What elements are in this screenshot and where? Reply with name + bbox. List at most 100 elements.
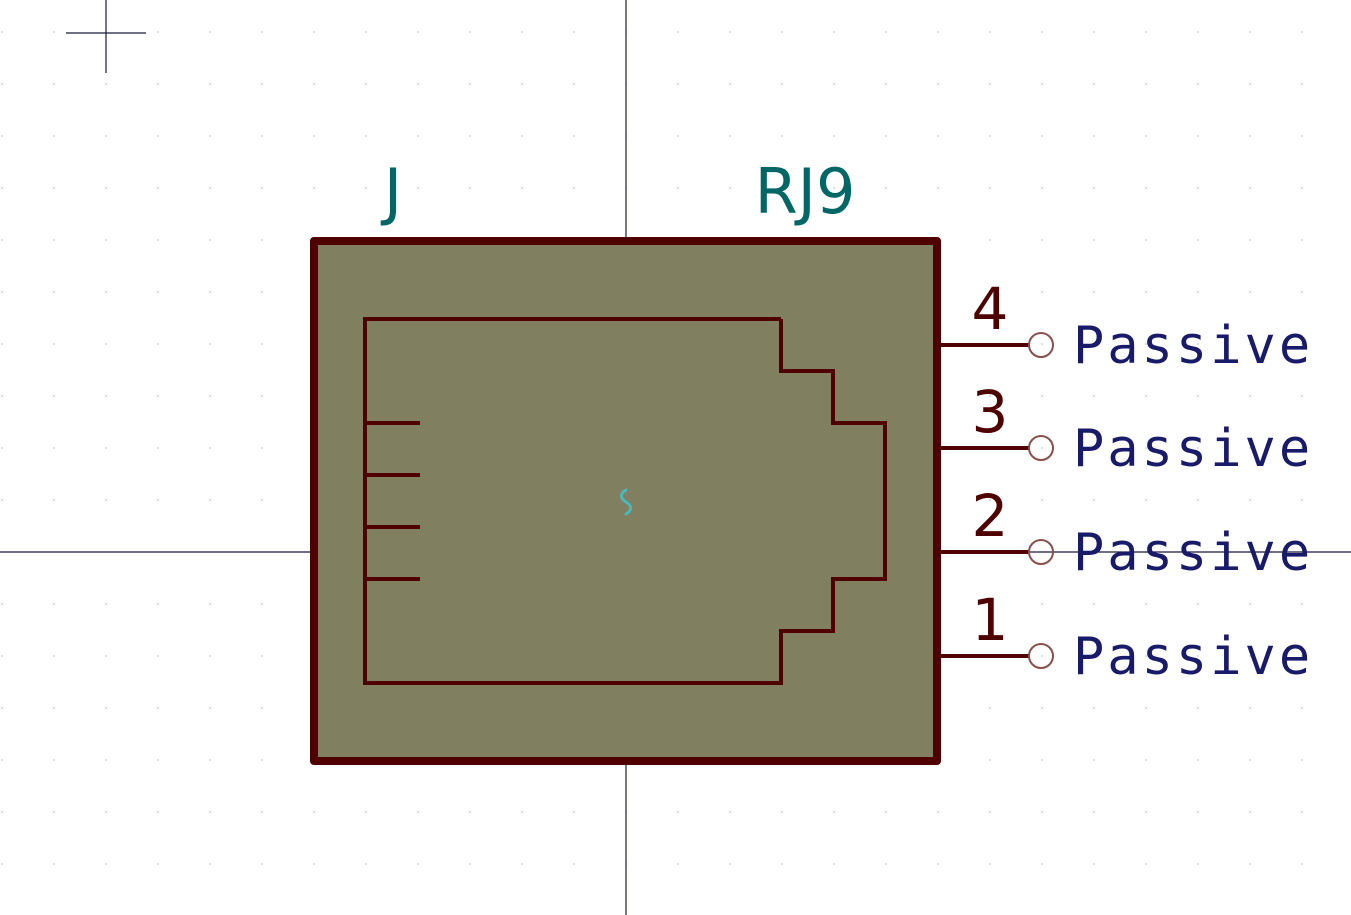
grid-dot — [1041, 603, 1043, 605]
grid-dot — [1197, 187, 1199, 189]
grid-dot — [1, 863, 3, 865]
grid-dot — [209, 603, 211, 605]
grid-dot — [1041, 863, 1043, 865]
grid-dot — [1145, 759, 1147, 761]
grid-dot — [1093, 135, 1095, 137]
pin[interactable]: 1 Passive — [937, 586, 1313, 687]
grid-dot — [105, 655, 107, 657]
grid-dot — [53, 707, 55, 709]
grid-dot — [729, 187, 731, 189]
grid-dot — [1041, 291, 1043, 293]
grid-dot — [937, 863, 939, 865]
pin-end-circle[interactable] — [1028, 643, 1054, 669]
grid-dot — [53, 135, 55, 137]
grid-dot — [677, 135, 679, 137]
grid-dot — [157, 343, 159, 345]
grid-dot — [1, 291, 3, 293]
grid-dot — [365, 811, 367, 813]
grid-dot — [1301, 31, 1303, 33]
grid-dot — [1249, 395, 1251, 397]
pin[interactable]: 2 Passive — [937, 482, 1313, 583]
grid-dot — [729, 135, 731, 137]
grid-dot — [209, 811, 211, 813]
grid-dot — [53, 759, 55, 761]
grid-dot — [729, 31, 731, 33]
anchor-marker-icon — [620, 488, 632, 516]
pin-end-circle[interactable] — [1028, 435, 1054, 461]
grid-dot — [261, 655, 263, 657]
grid-dot — [1145, 83, 1147, 85]
grid-dot — [989, 239, 991, 241]
grid-dot — [1301, 395, 1303, 397]
grid-dot — [1197, 83, 1199, 85]
grid-dot — [157, 811, 159, 813]
grid-dot — [157, 759, 159, 761]
pin[interactable]: 3 Passive — [937, 378, 1313, 479]
pin-end-circle[interactable] — [1028, 539, 1054, 565]
grid-dot — [417, 135, 419, 137]
grid-dot — [1301, 343, 1303, 345]
grid-dot — [53, 187, 55, 189]
reference-field[interactable]: J — [380, 155, 402, 228]
grid-dot — [157, 31, 159, 33]
grid-dot — [209, 31, 211, 33]
grid-dot — [1, 759, 3, 761]
grid-dot — [209, 343, 211, 345]
grid-dot — [1, 343, 3, 345]
grid-dot — [1249, 759, 1251, 761]
grid-dot — [1145, 811, 1147, 813]
grid-dot — [313, 863, 315, 865]
pin[interactable]: 4 Passive — [937, 275, 1313, 376]
grid-dot — [1041, 31, 1043, 33]
grid-dot — [1041, 135, 1043, 137]
cursor-crosshair — [66, 0, 146, 73]
grid-dot — [261, 187, 263, 189]
grid-dot — [1145, 447, 1147, 449]
grid-dot — [1249, 603, 1251, 605]
grid-dot — [1197, 863, 1199, 865]
pin-number: 1 — [972, 586, 1009, 654]
grid-dot — [1145, 239, 1147, 241]
grid-dot — [261, 135, 263, 137]
pin-end-circle[interactable] — [1028, 332, 1054, 358]
grid-dot — [157, 83, 159, 85]
grid-dot — [885, 31, 887, 33]
grid-dot — [261, 603, 263, 605]
grid-dot — [885, 187, 887, 189]
grid-dot — [1041, 447, 1043, 449]
grid-dot — [261, 811, 263, 813]
grid-dot — [729, 811, 731, 813]
grid-dot — [989, 811, 991, 813]
grid-dot — [1, 499, 3, 501]
grid-dot — [1301, 499, 1303, 501]
grid-dot — [1145, 135, 1147, 137]
grid-dot — [1, 135, 3, 137]
grid-dot — [469, 863, 471, 865]
grid-dot — [729, 83, 731, 85]
symbol-body[interactable] — [310, 237, 941, 765]
grid-dot — [1301, 759, 1303, 761]
grid-dot — [1145, 343, 1147, 345]
grid-dot — [1, 187, 3, 189]
grid-dot — [1093, 811, 1095, 813]
grid-dot — [1, 811, 3, 813]
grid-dot — [1249, 499, 1251, 501]
pin-number: 3 — [972, 378, 1009, 446]
grid-dot — [1197, 707, 1199, 709]
grid-dot — [729, 863, 731, 865]
grid-dot — [521, 811, 523, 813]
value-field[interactable]: RJ9 — [755, 155, 856, 228]
grid-dot — [417, 863, 419, 865]
grid-dot — [261, 395, 263, 397]
grid-dot — [1301, 655, 1303, 657]
grid-dot — [1, 447, 3, 449]
grid-dot — [833, 187, 835, 189]
jack-contacts — [365, 421, 420, 581]
grid-dot — [1093, 707, 1095, 709]
pin-type: Passive — [1073, 316, 1313, 376]
grid-dot — [1145, 863, 1147, 865]
grid-dot — [573, 863, 575, 865]
grid-dot — [1093, 447, 1095, 449]
